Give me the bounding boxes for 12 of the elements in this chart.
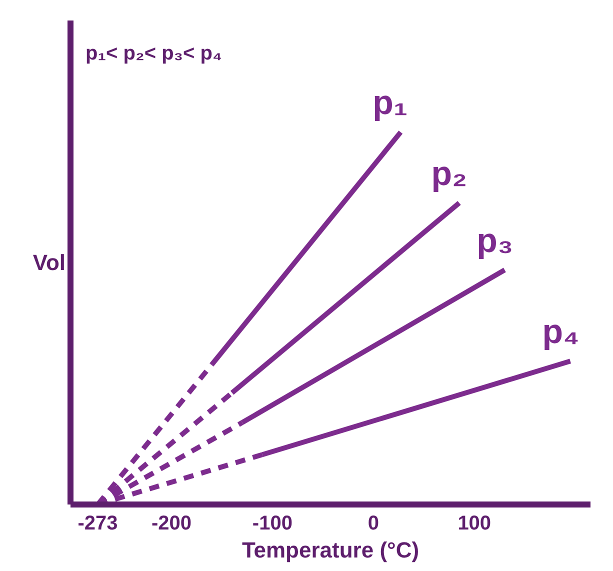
series-label: p₃ <box>476 222 514 260</box>
x-tick-label: -200 <box>151 512 192 534</box>
x-tick-label: -273 <box>78 512 118 534</box>
series-label: p₄ <box>542 313 580 352</box>
x-tick-label: 100 <box>458 512 492 534</box>
x-axis-title: Temperature (°C) <box>242 538 420 562</box>
x-tick-label: 0 <box>368 512 379 534</box>
series-label: p₂ <box>431 154 468 193</box>
x-tick-label: -100 <box>252 512 292 534</box>
series-label: p₁ <box>372 84 408 122</box>
y-axis-title: Vol <box>32 250 66 275</box>
text: p₁< p₂< p₃< p₄ <box>86 42 222 64</box>
